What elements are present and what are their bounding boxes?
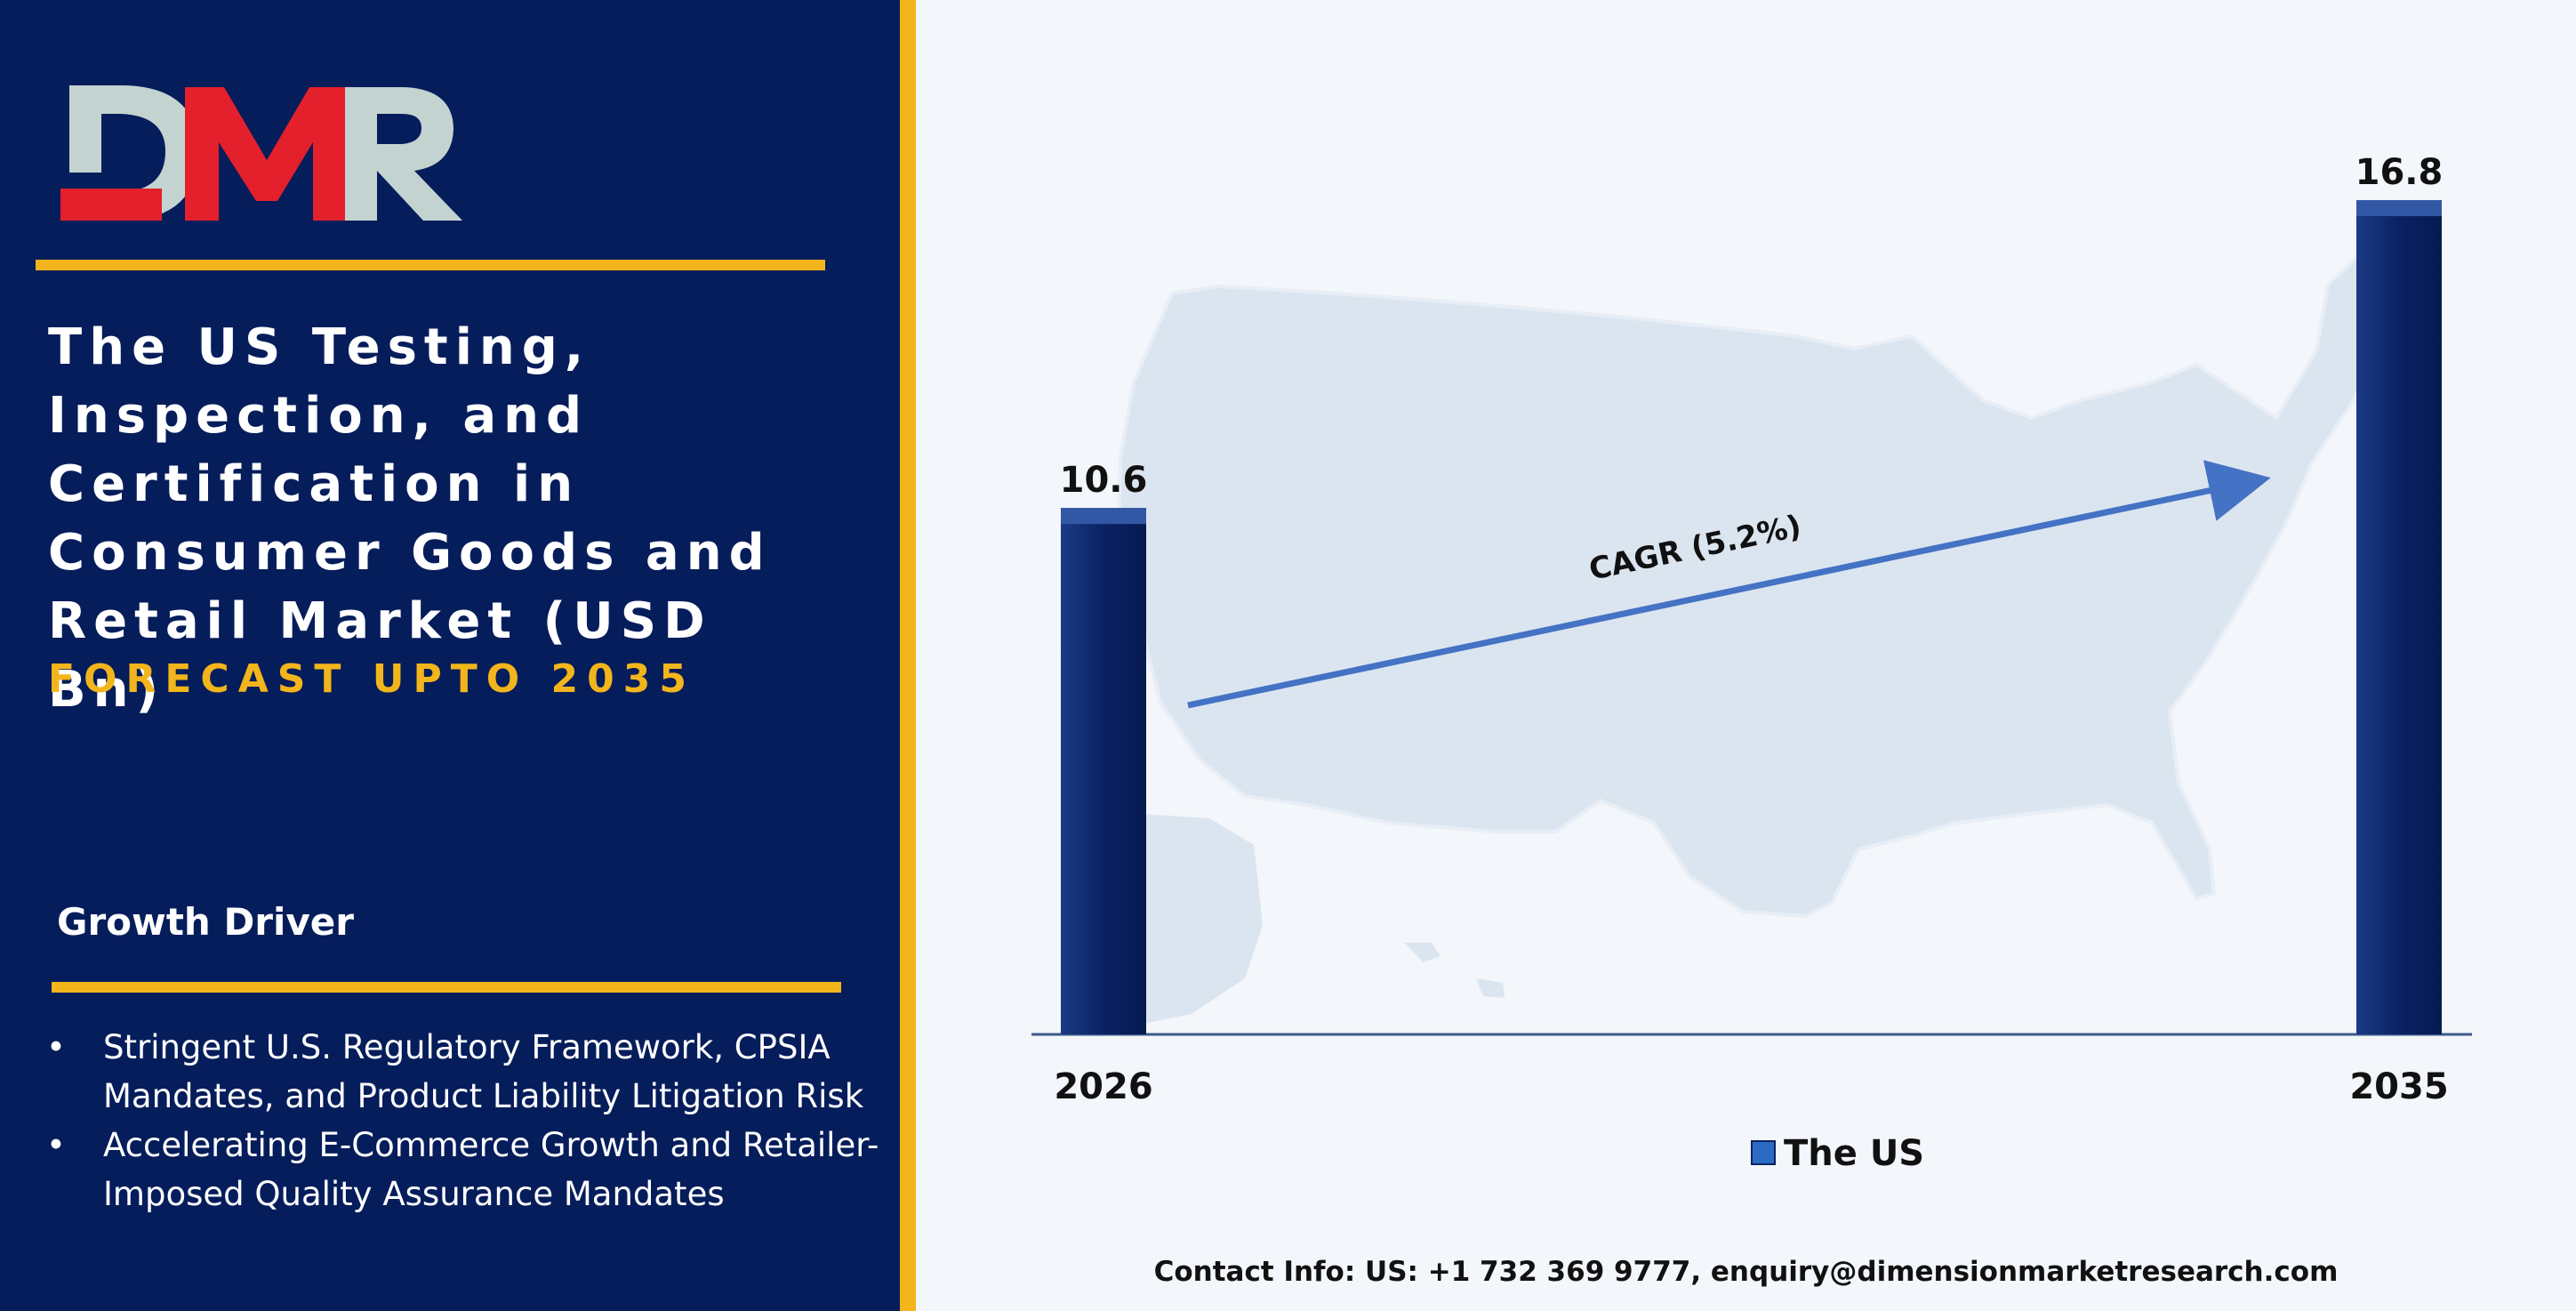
title-line: Certification in bbox=[48, 455, 581, 513]
bullet-icon: • bbox=[46, 1028, 66, 1066]
value-label-2026: 10.6 bbox=[1060, 460, 1148, 501]
title-line: Consumer Goods and bbox=[48, 524, 772, 582]
growth-driver-text: Stringent U.S. Regulatory Framework, CPS… bbox=[103, 1028, 864, 1115]
title-line: Retail Market (USD Bn) bbox=[48, 592, 712, 719]
value-label-group: 10.6 16.8 bbox=[1060, 152, 2444, 501]
hawaii-silhouette bbox=[1405, 943, 1505, 998]
growth-driver-list: • Stringent U.S. Regulatory Framework, C… bbox=[46, 1023, 900, 1219]
growth-driver-item: • Stringent U.S. Regulatory Framework, C… bbox=[46, 1023, 900, 1121]
growth-driver-heading: Growth Driver bbox=[57, 900, 354, 944]
dmr-logo bbox=[55, 78, 464, 229]
title-line: Inspection, and bbox=[48, 387, 590, 445]
bullet-icon: • bbox=[46, 1126, 66, 1164]
growth-driver-item: • Accelerating E-Commerce Growth and Ret… bbox=[46, 1121, 900, 1219]
legend-label: The US bbox=[1784, 1133, 1924, 1174]
title-line: The US Testing, bbox=[48, 318, 591, 376]
us-map-silhouette bbox=[1116, 255, 2421, 919]
value-label-2035: 16.8 bbox=[2355, 152, 2444, 193]
dmr-logo-graphic bbox=[60, 85, 462, 221]
forecast-subtitle: FORECAST UPTO 2035 bbox=[48, 656, 695, 702]
bar-2035 bbox=[2356, 200, 2442, 1034]
cagr-arrow bbox=[1187, 460, 2271, 709]
x-tick-label-2026: 2026 bbox=[1054, 1066, 1152, 1107]
tick-label-group: 2026 2035 bbox=[1054, 1066, 2448, 1107]
contact-info: Contact Info: US: +1 732 369 9777, enqui… bbox=[1153, 1256, 2339, 1288]
bar-cap-2035 bbox=[2356, 200, 2442, 216]
left-panel: The US Testing, Inspection, and Certific… bbox=[0, 0, 900, 1311]
chart-legend: The US bbox=[1751, 1133, 1924, 1174]
bar-2026 bbox=[1061, 508, 1146, 1034]
alaska-silhouette bbox=[1131, 814, 1263, 1023]
title-divider bbox=[36, 260, 825, 270]
bar-group bbox=[1061, 200, 2442, 1034]
x-tick-label-2035: 2035 bbox=[2349, 1066, 2448, 1107]
growth-driver-divider bbox=[52, 982, 841, 993]
gold-divider-strip bbox=[900, 0, 916, 1311]
report-title: The US Testing, Inspection, and Certific… bbox=[48, 313, 848, 724]
growth-driver-text: Accelerating E-Commerce Growth and Retai… bbox=[103, 1126, 879, 1213]
legend-swatch bbox=[1751, 1140, 1776, 1165]
us-map-background bbox=[1116, 255, 2421, 1023]
bar-cap-2026 bbox=[1061, 508, 1146, 525]
